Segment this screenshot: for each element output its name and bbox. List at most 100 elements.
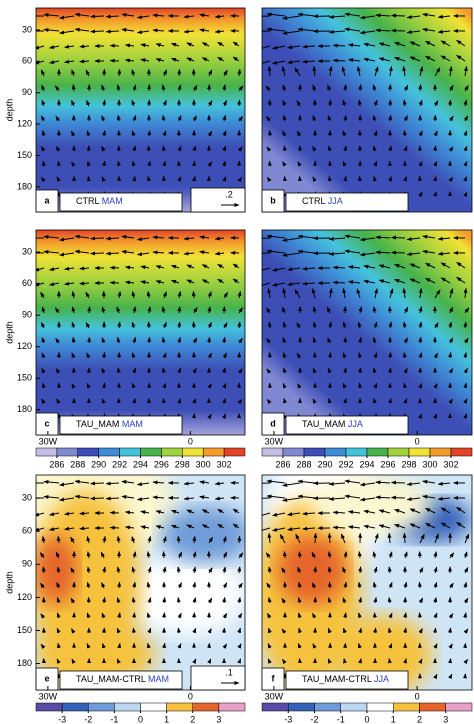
vector-arrow xyxy=(49,267,60,272)
vector-arrow xyxy=(419,533,425,544)
vector-arrow xyxy=(56,658,61,664)
colorbar-segment xyxy=(114,702,141,712)
vector-arrow xyxy=(222,536,227,544)
x-tick-label: 0 xyxy=(415,691,420,701)
vector-arrow xyxy=(64,526,75,531)
vector-arrow xyxy=(463,581,468,589)
vector-arrow xyxy=(237,176,243,183)
vector-arrow xyxy=(463,352,468,359)
vector-arrow xyxy=(279,534,286,544)
vector-arrow xyxy=(378,264,391,269)
vector-arrow xyxy=(201,509,210,514)
vector-arrow xyxy=(418,99,423,107)
colorbar-segment xyxy=(314,702,341,712)
vector-arrow xyxy=(124,58,135,63)
vector-arrow xyxy=(372,336,377,344)
panel-label-box xyxy=(35,412,59,436)
vector-arrow xyxy=(109,510,120,515)
y-tick-label: 150 xyxy=(17,625,32,635)
vector-arrow xyxy=(297,161,302,167)
vector-arrow xyxy=(183,14,195,19)
vector-arrow xyxy=(217,508,225,514)
vector-arrow xyxy=(71,306,76,314)
vector-arrow xyxy=(186,509,195,514)
vector-arrow xyxy=(437,14,451,19)
vector-arrow xyxy=(86,596,91,604)
vector-arrow xyxy=(390,235,406,240)
vector-arrow xyxy=(79,59,90,64)
vector-arrow xyxy=(155,510,165,514)
panel-label-box xyxy=(261,412,285,436)
season: MAM xyxy=(148,674,169,684)
vector-arrow xyxy=(208,69,213,77)
vector-arrow xyxy=(41,130,46,137)
vector-arrow xyxy=(140,265,150,270)
colorbar-segment xyxy=(56,447,79,457)
vector-arrow xyxy=(176,596,181,604)
field-fill xyxy=(262,230,472,435)
vector-arrow xyxy=(124,43,135,48)
vector-arrow xyxy=(375,495,391,500)
vector-arrow xyxy=(449,582,454,589)
vector-arrow xyxy=(140,58,150,63)
colorbar-tick-label: 294 xyxy=(359,459,374,469)
colorbar-segment xyxy=(35,447,58,457)
vector-arrow xyxy=(222,130,227,137)
vector-arrow xyxy=(402,532,407,544)
y-tick-label: 150 xyxy=(17,150,32,160)
colorbar-tick-label: 0 xyxy=(138,714,143,724)
season: JJA xyxy=(348,419,363,429)
colorbar-segment xyxy=(387,447,410,457)
vector-arrow xyxy=(223,292,229,299)
vector-arrow xyxy=(302,526,316,531)
vector-arrow xyxy=(456,521,466,529)
vector-arrow xyxy=(121,479,135,484)
vector-arrow xyxy=(177,68,182,77)
vector-arrow xyxy=(390,495,406,500)
vector-arrow xyxy=(171,57,180,62)
vector-arrow xyxy=(208,567,213,574)
vector-arrow xyxy=(162,536,167,544)
vector-arrow xyxy=(266,116,271,122)
vector-arrow xyxy=(394,42,406,47)
colorbar-tick-label: 300 xyxy=(422,459,437,469)
vector-arrow xyxy=(131,627,136,634)
panel-label: f xyxy=(272,673,276,683)
vector-arrow xyxy=(463,628,469,634)
vector-arrow xyxy=(162,352,167,359)
vector-arrow xyxy=(161,84,166,92)
panel-label-box xyxy=(35,667,59,691)
vector-arrow xyxy=(437,251,451,256)
vector-arrow xyxy=(56,535,61,544)
vector-arrow xyxy=(186,57,195,62)
vector-arrow xyxy=(297,612,302,619)
vector-arrow xyxy=(464,307,470,314)
vector-arrow xyxy=(86,536,91,544)
colorbar-segment xyxy=(282,447,305,457)
vector-arrow xyxy=(419,567,424,574)
vector-arrow xyxy=(201,42,210,47)
vector-arrow xyxy=(85,69,90,77)
vector-arrow xyxy=(207,161,213,167)
vector-arrow xyxy=(192,597,197,604)
vector-arrow xyxy=(463,161,468,167)
vector-arrow xyxy=(55,146,61,152)
vector-arrow xyxy=(388,114,393,122)
vector-arrow xyxy=(237,290,242,299)
vector-arrow xyxy=(162,130,167,137)
reference-label: .1 xyxy=(225,667,233,677)
vector-arrow xyxy=(282,161,287,167)
vector-arrow xyxy=(237,566,242,574)
colorbar-tick-label: 302 xyxy=(443,459,458,469)
vector-arrow xyxy=(342,99,347,107)
vector-arrow xyxy=(262,527,271,533)
vector-arrow xyxy=(281,628,287,634)
vector-arrow xyxy=(388,65,393,77)
vector-arrow xyxy=(440,262,451,269)
vector-arrow xyxy=(140,280,150,285)
field xyxy=(36,230,245,435)
vector-arrow xyxy=(131,99,136,107)
vector-arrow xyxy=(57,673,62,679)
vector-arrow xyxy=(152,13,165,18)
vector-arrow xyxy=(207,321,212,329)
